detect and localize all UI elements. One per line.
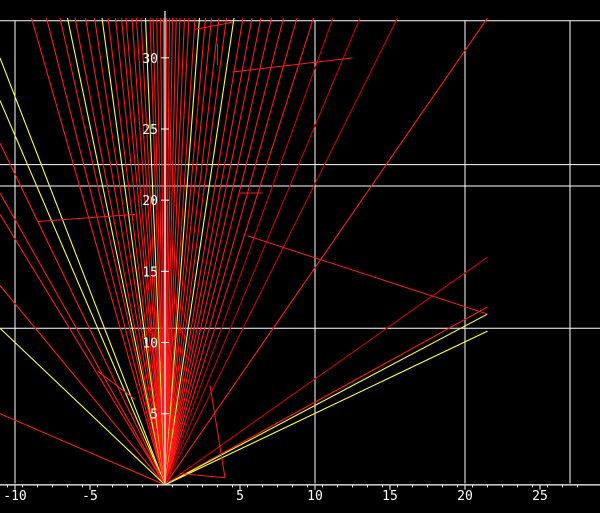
ray-line bbox=[164, 17, 190, 485]
segment-line bbox=[179, 472, 226, 479]
ray-line bbox=[156, 17, 166, 485]
ray-line bbox=[101, 17, 166, 485]
ray-line bbox=[164, 17, 488, 486]
ray-line bbox=[152, 17, 166, 485]
ray-line bbox=[135, 17, 166, 485]
ray-line bbox=[164, 17, 315, 486]
ray-line bbox=[0, 100, 166, 486]
ray-line bbox=[164, 313, 488, 486]
ray-line bbox=[164, 17, 361, 486]
segment-line bbox=[97, 370, 136, 400]
ray-line bbox=[0, 413, 166, 486]
ray-line bbox=[164, 17, 285, 486]
x-tick-label: 25 bbox=[532, 489, 548, 504]
ray-line bbox=[0, 57, 166, 486]
y-tick-label: 20 bbox=[142, 194, 158, 209]
ray-line bbox=[66, 17, 166, 485]
segment-line bbox=[247, 235, 488, 315]
ray-line bbox=[84, 17, 166, 485]
x-tick-label: 10 bbox=[307, 489, 323, 504]
ray-line bbox=[0, 142, 166, 486]
y-tick-label: 25 bbox=[142, 123, 158, 138]
ray-line bbox=[164, 17, 177, 485]
y-tick-label: 15 bbox=[142, 265, 158, 280]
segment-line bbox=[194, 21, 233, 30]
ray-line bbox=[164, 17, 244, 485]
ray-line bbox=[164, 17, 398, 486]
ray-line bbox=[164, 17, 196, 485]
ray-line bbox=[0, 285, 166, 486]
ray-line bbox=[93, 17, 166, 485]
ray-line bbox=[74, 17, 166, 485]
ray-line bbox=[164, 17, 253, 485]
ray-line bbox=[144, 17, 166, 485]
ray-line bbox=[131, 17, 166, 485]
ray-line bbox=[59, 17, 166, 486]
ray-line bbox=[0, 214, 166, 486]
ray-line bbox=[164, 17, 273, 486]
ray-line bbox=[114, 17, 166, 485]
ray-line bbox=[164, 17, 262, 485]
ray-line bbox=[164, 17, 213, 485]
ray-line bbox=[0, 192, 166, 486]
ray-line bbox=[120, 17, 166, 485]
ray-line bbox=[164, 17, 186, 485]
ray-line bbox=[164, 17, 334, 486]
y-tick-label: 10 bbox=[142, 337, 158, 352]
y-tick-label: 5 bbox=[150, 408, 158, 423]
ray-line bbox=[30, 17, 166, 486]
ray-line bbox=[164, 17, 207, 485]
ray-line bbox=[0, 327, 166, 486]
x-tick-label: -10 bbox=[3, 489, 26, 504]
ray-line bbox=[164, 330, 488, 486]
segment-line bbox=[37, 213, 136, 223]
ray-line bbox=[164, 17, 228, 485]
segment-line bbox=[209, 385, 226, 478]
ray-line bbox=[164, 256, 488, 486]
segment-line bbox=[232, 57, 353, 73]
x-tick-label: -5 bbox=[82, 489, 98, 504]
ray-line bbox=[164, 17, 201, 485]
ray-line bbox=[125, 17, 166, 485]
y-tick-label: 30 bbox=[142, 52, 158, 67]
ray-line bbox=[164, 17, 235, 485]
ray-line bbox=[140, 17, 166, 485]
ray-line bbox=[164, 17, 181, 485]
ray-line bbox=[164, 17, 298, 486]
ray-line bbox=[164, 17, 220, 485]
ray-line bbox=[45, 17, 166, 486]
ray-line bbox=[164, 17, 174, 485]
x-tick-label: 5 bbox=[236, 489, 244, 504]
x-tick-label: 15 bbox=[382, 489, 398, 504]
ray-line bbox=[107, 17, 166, 485]
ray-line bbox=[164, 306, 488, 486]
x-tick-label: 20 bbox=[457, 489, 473, 504]
